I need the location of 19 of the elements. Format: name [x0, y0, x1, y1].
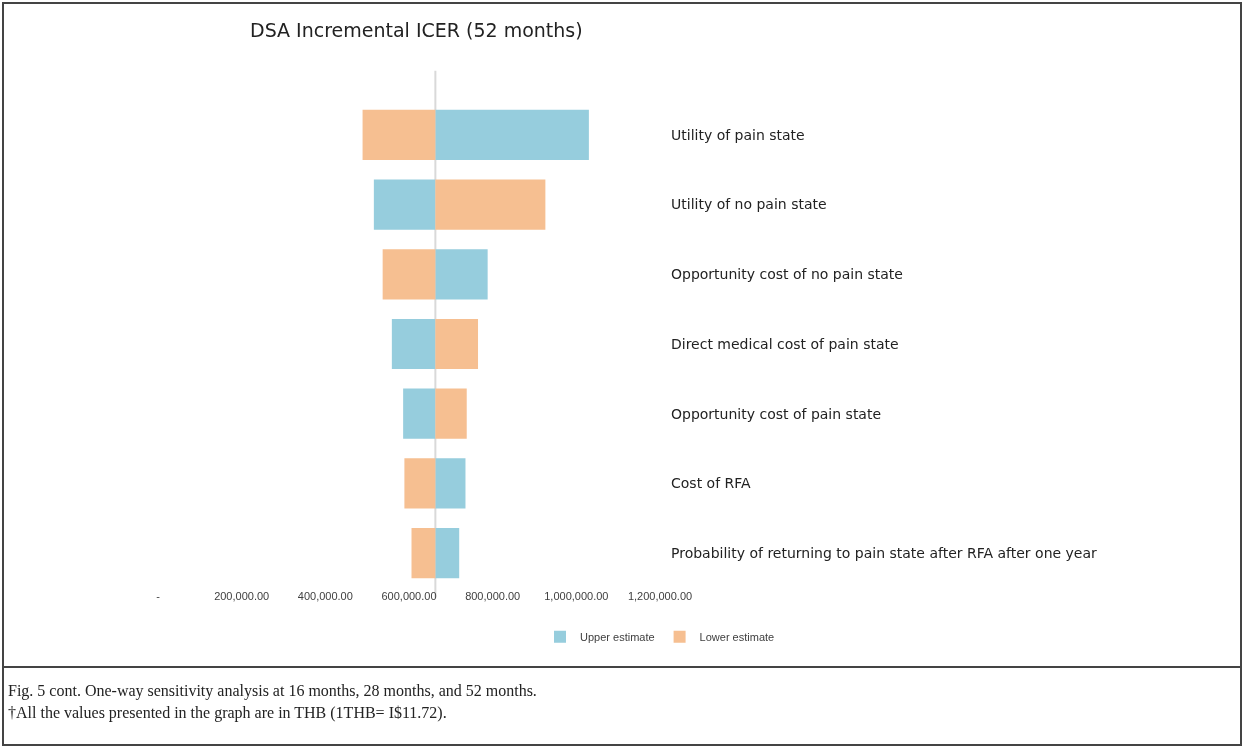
- x-tick-label: 600,000.00: [381, 590, 437, 602]
- legend-label: Upper estimate: [580, 630, 655, 643]
- y-tick-label: Utility of pain state: [671, 126, 805, 143]
- y-tick-label: Utility of no pain state: [671, 196, 827, 213]
- x-tick-label: 800,000.00: [465, 590, 521, 602]
- text: †All the values presented in the graph are in THB (1THB= I$11.72).: [8, 704, 447, 722]
- chart-title: DSA Incremental ICER (52 months): [250, 18, 583, 41]
- x-tick-label: 1,200,000.00: [627, 590, 693, 602]
- y-tick-label: Cost of RFA: [671, 475, 752, 492]
- y-tick-label: Probability of returning to pain state after RFA after one year: [671, 545, 1098, 562]
- x-tick-label: 1,000,000.00: [544, 590, 609, 602]
- y-tick-label: Opportunity cost of no pain state: [671, 266, 903, 283]
- y-tick-label: Opportunity cost of pain state: [671, 405, 882, 422]
- x-tick-label: -: [156, 590, 161, 602]
- y-tick-label: Direct medical cost of pain state: [671, 335, 899, 352]
- caption: Fig. 5 cont. One-way sensitivity analysis at 16 months, 28 months, and 52 months.: [8, 682, 537, 700]
- x-tick-label: 400,000.00: [297, 590, 353, 602]
- x-tick-label: 200,000.00: [214, 590, 270, 602]
- legend-label: Lower estimate: [699, 630, 775, 643]
